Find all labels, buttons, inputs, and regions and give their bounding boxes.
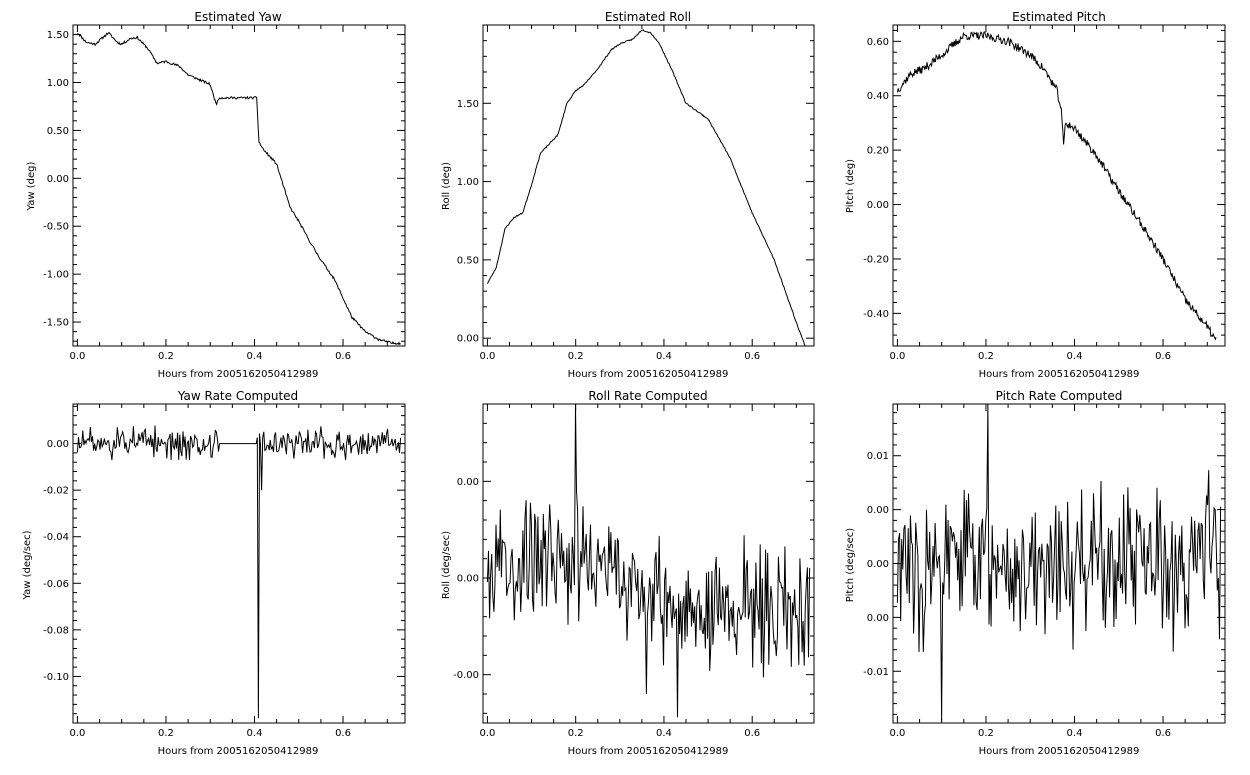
panel-title: Pitch Rate Computed xyxy=(996,389,1123,403)
x-tick-label: 0.2 xyxy=(978,728,994,739)
y-axis-label: Pitch (deg) xyxy=(845,159,856,213)
y-tick-label: -1.50 xyxy=(43,318,69,329)
y-tick-label: 0.00 xyxy=(457,334,479,345)
x-tick-label: 0.2 xyxy=(568,351,584,362)
plot-frame xyxy=(482,403,815,724)
x-axis-label: Hours from 2005162050412989 xyxy=(158,746,319,757)
y-tick-label: -0.20 xyxy=(863,254,889,265)
x-tick-label: 0.4 xyxy=(656,728,672,739)
x-tick-label: 0.6 xyxy=(744,351,760,362)
x-tick-label: 0.6 xyxy=(1155,351,1171,362)
y-tick-label: 1.50 xyxy=(457,99,479,110)
panel-yaw: Estimated Yaw Hours from 200516205041298… xyxy=(26,10,406,380)
series-line xyxy=(77,31,401,346)
y-tick-label: 0.50 xyxy=(47,126,69,137)
y-axis-label: Yaw (deg/sec) xyxy=(22,530,33,600)
x-axis-label: Hours from 2005162050412989 xyxy=(979,369,1140,380)
y-tick-label: 1.00 xyxy=(47,78,69,89)
panel-title: Estimated Yaw xyxy=(194,10,281,24)
y-tick-label: 0.01 xyxy=(867,451,889,462)
x-axis-label: Hours from 2005162050412989 xyxy=(568,369,729,380)
series-line xyxy=(486,403,811,718)
y-tick-label: 1.50 xyxy=(47,30,69,41)
x-axis-label: Hours from 2005162050412989 xyxy=(979,746,1140,757)
y-tick-label: -0.04 xyxy=(43,532,69,543)
x-tick-label: 0.6 xyxy=(335,351,351,362)
x-tick-label: 0.6 xyxy=(744,728,760,739)
y-tick-label: -0.40 xyxy=(863,309,889,320)
y-tick-label: -0.50 xyxy=(43,222,69,233)
panel-title: Estimated Pitch xyxy=(1012,10,1106,24)
x-tick-label: 0.2 xyxy=(978,351,994,362)
y-tick-label: 0.00 xyxy=(867,200,889,211)
y-tick-label: 0.50 xyxy=(457,255,479,266)
x-axis-label: Hours from 2005162050412989 xyxy=(158,369,319,380)
x-tick-label: 0.0 xyxy=(69,351,85,362)
y-tick-label: 0.00 xyxy=(457,477,479,488)
series-line xyxy=(486,29,806,347)
y-tick-label: 0.20 xyxy=(867,146,889,157)
panel-pitch: Estimated Pitch Hours from 2005162050412… xyxy=(845,10,1226,380)
x-tick-label: 0.0 xyxy=(69,728,85,739)
panel-title: Estimated Roll xyxy=(605,10,691,24)
plot-frame xyxy=(482,24,815,347)
y-tick-label: 1.00 xyxy=(457,177,479,188)
x-tick-label: 0.0 xyxy=(479,351,495,362)
y-tick-label: 0.00 xyxy=(457,574,479,585)
y-axis-label: Pitch (deg/sec) xyxy=(845,528,856,603)
x-tick-label: 0.2 xyxy=(568,728,584,739)
panel-yaw-rate: Yaw Rate Computed Hours from 20051620504… xyxy=(22,389,406,757)
y-axis-label: Yaw (deg) xyxy=(26,161,37,211)
y-tick-label: -0.08 xyxy=(43,625,69,636)
y-tick-label: -0.06 xyxy=(43,579,69,590)
panel-roll-rate: Roll Rate Computed Hours from 2005162050… xyxy=(441,389,815,757)
y-tick-label: -0.01 xyxy=(863,667,889,678)
y-tick-label: 0.00 xyxy=(867,505,889,516)
x-tick-label: 0.4 xyxy=(1067,728,1083,739)
y-tick-label: 0.60 xyxy=(867,37,889,48)
plot-frame xyxy=(892,24,1226,347)
x-tick-label: 0.4 xyxy=(656,351,672,362)
plot-frame xyxy=(72,403,406,724)
x-tick-label: 0.2 xyxy=(158,728,174,739)
panel-pitch-rate: Pitch Rate Computed Hours from 200516205… xyxy=(845,389,1226,757)
series-line xyxy=(76,425,402,719)
x-axis-label: Hours from 2005162050412989 xyxy=(568,746,729,757)
panel-title: Roll Rate Computed xyxy=(588,389,707,403)
y-tick-label: -1.00 xyxy=(43,270,69,281)
y-axis-label: Roll (deg/sec) xyxy=(441,531,452,599)
y-tick-label: 0.00 xyxy=(867,613,889,624)
series-line xyxy=(896,403,1222,721)
x-tick-label: 0.2 xyxy=(158,351,174,362)
y-axis-label: Roll (deg) xyxy=(441,162,452,210)
series-line xyxy=(896,31,1217,341)
y-tick-label: 0.40 xyxy=(867,91,889,102)
x-tick-label: 0.0 xyxy=(479,728,495,739)
plot-frame xyxy=(72,24,406,347)
x-tick-label: 0.4 xyxy=(1067,351,1083,362)
x-tick-label: 0.4 xyxy=(247,351,263,362)
y-tick-label: 0.00 xyxy=(47,174,69,185)
y-tick-label: -0.02 xyxy=(43,486,69,497)
y-tick-label: 0.00 xyxy=(867,559,889,570)
panel-roll: Estimated Roll Hours from 20051620504129… xyxy=(441,10,815,380)
y-tick-label: 0.00 xyxy=(47,439,69,450)
x-tick-label: 0.6 xyxy=(335,728,351,739)
y-tick-label: -0.00 xyxy=(453,670,479,681)
x-tick-label: 0.6 xyxy=(1155,728,1171,739)
panel-title: Yaw Rate Computed xyxy=(177,389,298,403)
y-tick-label: -0.10 xyxy=(43,672,69,683)
x-tick-label: 0.0 xyxy=(889,351,905,362)
x-tick-label: 0.4 xyxy=(247,728,263,739)
x-tick-label: 0.0 xyxy=(889,728,905,739)
